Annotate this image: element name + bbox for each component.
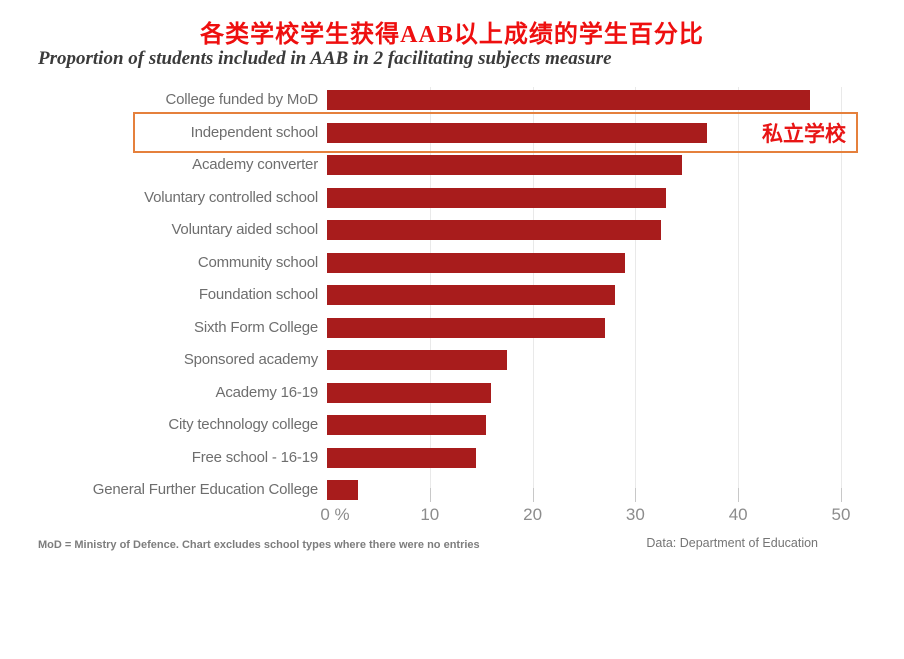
bar — [327, 252, 626, 273]
bar — [327, 317, 605, 338]
category-label: Academy 16-19 — [215, 383, 319, 401]
x-tick-label: 50 — [831, 505, 851, 524]
chart-subtitle: Proportion of students included in AAB i… — [38, 48, 612, 69]
gridline-50 — [841, 87, 842, 488]
x-tick-label: 30 — [625, 505, 645, 524]
category-label: College funded by MoD — [165, 91, 318, 108]
bar — [327, 447, 477, 468]
bar — [327, 155, 682, 175]
x-tick-label: 10 — [420, 505, 440, 524]
x-tick-50 — [841, 488, 842, 502]
category-label: Community school — [197, 253, 318, 271]
category-label: Voluntary aided school — [171, 221, 318, 238]
gridline-40 — [738, 87, 740, 488]
category-label: Sixth Form College — [194, 318, 318, 336]
annotation-private-school: 私立学校 — [762, 121, 846, 146]
bar — [327, 187, 667, 208]
footnote: MoD = Ministry of Defence. Chart exclude… — [38, 539, 480, 551]
data-source: Data: Department of Education — [646, 536, 818, 550]
x-tick-40 — [738, 488, 740, 502]
category-label: City technology college — [168, 416, 318, 433]
bar — [327, 220, 662, 240]
bar — [327, 415, 487, 435]
category-label: Sponsored academy — [183, 351, 318, 368]
x-tick-label: 40 — [728, 505, 748, 524]
x-tick-label: 20 — [523, 505, 543, 524]
bar — [327, 382, 492, 403]
bar — [327, 480, 358, 500]
bar-chart: College funded by MoD Independent school A… — [0, 85, 904, 540]
category-label: General Further Education College — [92, 481, 318, 498]
bar — [327, 90, 811, 110]
bar — [327, 122, 708, 143]
category-label: Foundation school — [198, 286, 318, 303]
bar — [327, 350, 507, 370]
x-tick-30 — [635, 488, 637, 502]
chart-title-chinese: 各类学校学生获得AAB以上成绩的学生百分比 — [200, 22, 704, 48]
category-label: Independent school — [190, 123, 319, 141]
x-tick-10 — [429, 488, 431, 502]
highlight-box: 私立学校 — [133, 112, 858, 153]
x-tick-label: 0 % — [320, 505, 350, 524]
category-label: Voluntary controlled school — [144, 188, 318, 206]
x-tick-20 — [532, 488, 534, 502]
bar — [327, 285, 615, 305]
category-label: Free school - 16-19 — [191, 448, 318, 466]
gridline-30 — [635, 87, 637, 488]
category-label: Academy converter — [192, 156, 318, 173]
